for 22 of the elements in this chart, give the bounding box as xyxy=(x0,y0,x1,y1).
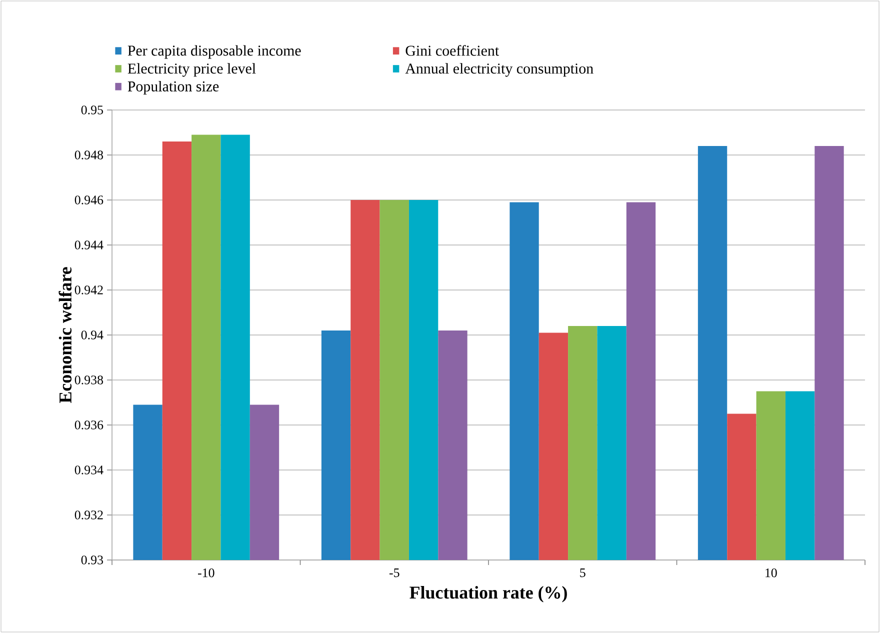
y-tick-label: 0.946 xyxy=(74,196,104,204)
legend-label: Per capita disposable income xyxy=(128,45,301,59)
x-tick-label: 10 xyxy=(766,568,777,578)
legend-label: Gini coefficient xyxy=(406,45,499,56)
y-tick-label: 0.936 xyxy=(74,420,104,430)
y-tick-label: 0.948 xyxy=(74,150,104,160)
legend-label: Population size xyxy=(128,80,219,95)
legend-label: Electricity price level xyxy=(128,63,256,77)
legend-label: Annual electricity consumption xyxy=(405,63,594,77)
x-tick-label: -5 xyxy=(389,568,400,578)
x-axis-title: Fluctuation rate (%) xyxy=(410,586,567,602)
y-tick-label: 0.95 xyxy=(81,106,103,114)
y-tick-label: 0.944 xyxy=(74,240,104,250)
x-tick-label: 5 xyxy=(580,568,586,578)
y-tick-label: 0.93 xyxy=(81,556,103,564)
y-tick-label: 0.932 xyxy=(74,510,103,520)
y-tick-label: 0.942 xyxy=(74,286,103,294)
y-axis-title: Economic welfare xyxy=(58,267,72,403)
y-tick-label: 0.934 xyxy=(74,466,104,474)
y-tick-label: 0.938 xyxy=(74,376,104,384)
y-tick-label: 0.94 xyxy=(81,330,104,340)
x-tick-label: -10 xyxy=(198,568,214,578)
